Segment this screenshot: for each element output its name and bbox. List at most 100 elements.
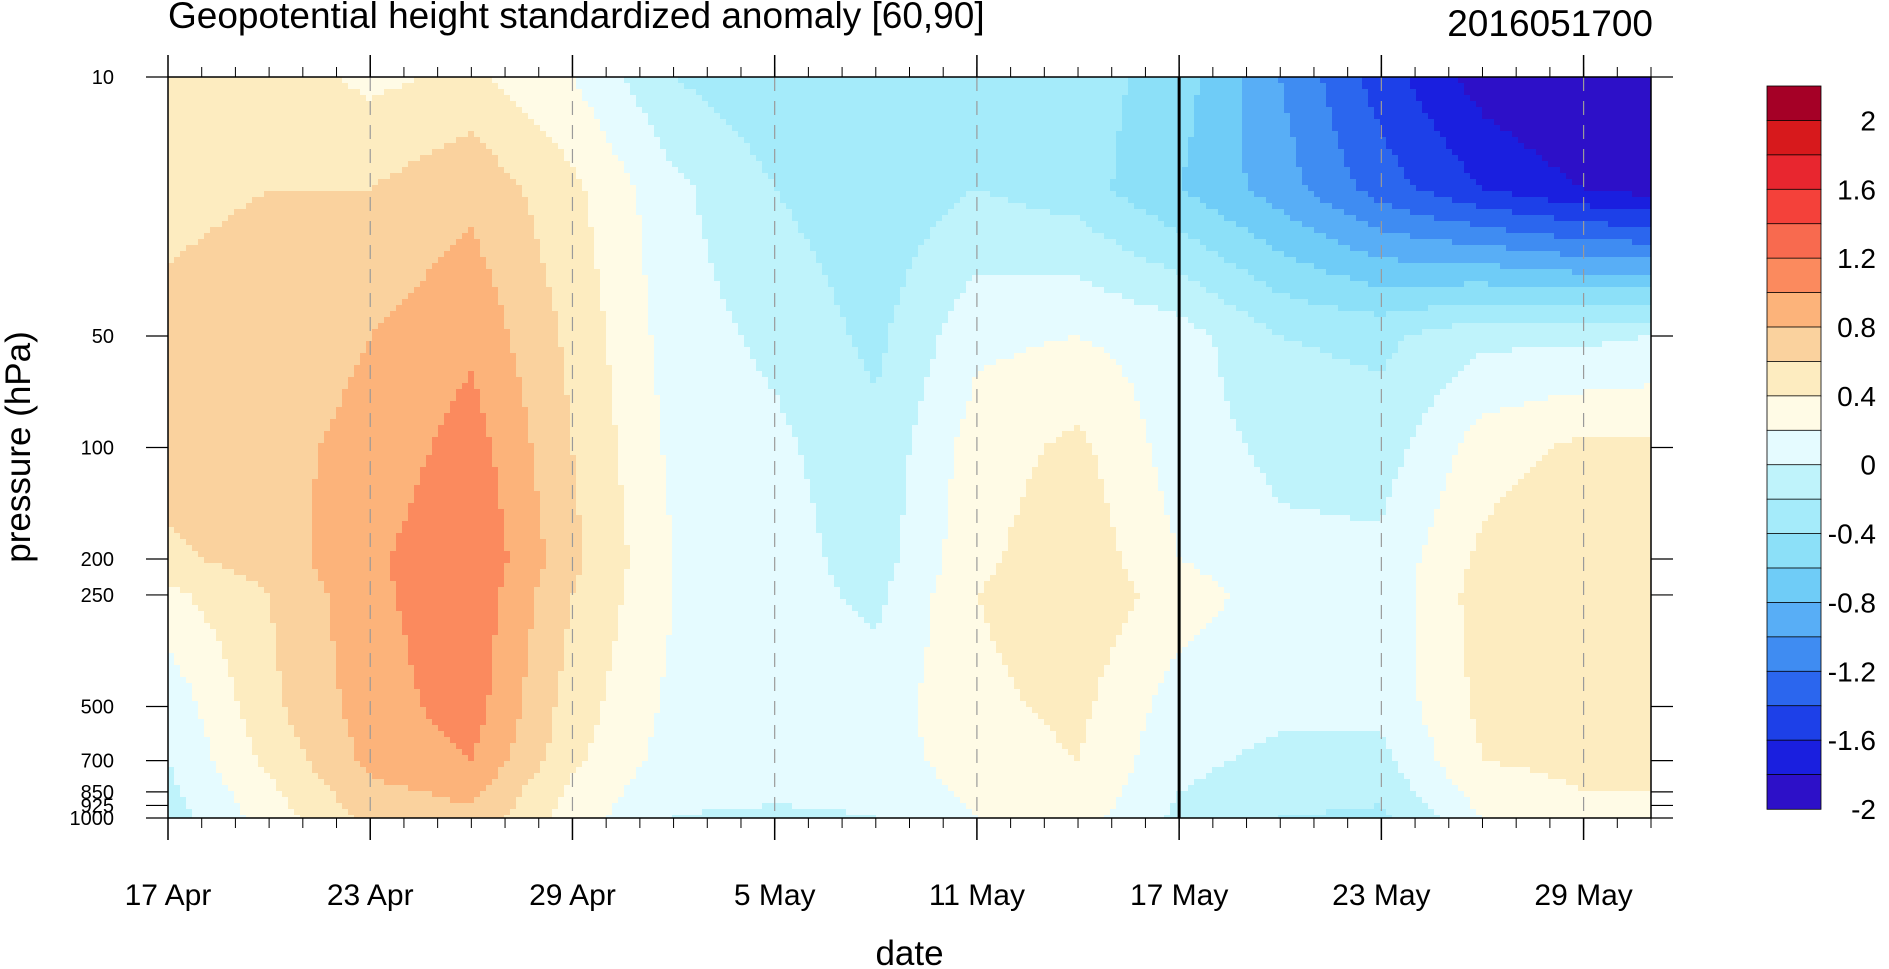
heat-cell xyxy=(876,155,883,162)
heat-cell xyxy=(1614,101,1621,108)
heat-cell xyxy=(948,125,955,132)
heat-cell xyxy=(1134,113,1141,120)
heat-cell xyxy=(360,155,367,162)
heat-cell xyxy=(648,191,655,198)
heat-cell xyxy=(318,155,325,162)
heat-cell xyxy=(1248,77,1255,84)
heat-cell xyxy=(504,77,511,84)
heat-cell xyxy=(1614,173,1621,180)
heat-cell xyxy=(288,155,295,162)
heat-cell xyxy=(804,137,811,144)
heat-cell xyxy=(192,119,199,126)
heat-cell xyxy=(552,113,559,120)
heat-cell xyxy=(1164,107,1171,114)
heat-cell xyxy=(1116,191,1123,198)
heat-cell xyxy=(846,149,853,156)
heat-cell xyxy=(852,137,859,144)
heat-cell xyxy=(984,179,991,186)
heat-cell xyxy=(198,131,205,138)
heat-cell xyxy=(1146,89,1153,96)
heat-cell xyxy=(408,173,415,180)
heat-cell xyxy=(468,89,475,96)
heat-cell xyxy=(1476,95,1483,102)
heat-cell xyxy=(1020,167,1027,174)
heat-cell xyxy=(588,191,595,198)
heat-cell xyxy=(180,149,187,156)
heat-cell xyxy=(1314,185,1321,192)
heat-cell xyxy=(1620,155,1627,162)
heat-cell xyxy=(246,131,253,138)
heat-cell xyxy=(966,89,973,96)
heat-cell xyxy=(852,101,859,108)
heat-cell xyxy=(810,167,817,174)
heat-cell xyxy=(1008,161,1015,168)
heat-cell xyxy=(462,101,469,108)
heat-cell xyxy=(1332,95,1339,102)
heat-cell xyxy=(432,107,439,114)
heat-cell xyxy=(1338,191,1345,198)
heat-cell xyxy=(606,143,613,150)
heat-cell xyxy=(1332,149,1339,156)
heat-cell xyxy=(1098,131,1105,138)
heat-cell xyxy=(630,95,637,102)
heat-cell xyxy=(672,131,679,138)
heat-cell xyxy=(618,119,625,126)
heat-cell xyxy=(690,119,697,126)
heat-cell xyxy=(300,119,307,126)
heat-cell xyxy=(978,95,985,102)
heat-cell xyxy=(960,101,967,108)
heat-cell xyxy=(660,83,667,90)
heat-cell xyxy=(654,89,661,96)
heat-cell xyxy=(1596,155,1603,162)
heat-cell xyxy=(1458,185,1465,192)
heat-cell xyxy=(1170,89,1177,96)
heat-cell xyxy=(1320,95,1327,102)
heat-cell xyxy=(666,179,673,186)
heat-cell xyxy=(1308,161,1315,168)
heat-cell xyxy=(1272,137,1279,144)
heat-cell xyxy=(588,161,595,168)
heat-cell xyxy=(1254,113,1261,120)
heat-cell xyxy=(396,113,403,120)
heat-cell xyxy=(366,83,373,90)
heat-cell xyxy=(558,101,565,108)
heat-cell xyxy=(564,107,571,114)
heat-cell xyxy=(816,191,823,198)
heat-cell xyxy=(576,167,583,174)
heat-cell xyxy=(1374,125,1381,132)
heat-cell xyxy=(798,179,805,186)
heat-cell xyxy=(1110,119,1117,126)
heat-cell xyxy=(618,149,625,156)
heat-cell xyxy=(768,167,775,174)
heat-cell xyxy=(1434,143,1441,150)
heat-cell xyxy=(1158,83,1165,90)
heat-cell xyxy=(498,167,505,174)
heat-cell xyxy=(276,179,283,186)
heat-cell xyxy=(1290,119,1297,126)
heat-cell xyxy=(1518,185,1525,192)
heat-cell xyxy=(1158,137,1165,144)
heat-cell xyxy=(756,83,763,90)
heat-cell xyxy=(1272,191,1279,198)
heat-cell xyxy=(966,167,973,174)
heat-cell xyxy=(1218,113,1225,120)
heat-cell xyxy=(198,77,205,84)
heat-cell xyxy=(1326,113,1333,120)
heat-cell xyxy=(258,185,265,192)
heat-cell xyxy=(798,161,805,168)
heat-cell xyxy=(1068,143,1075,150)
heat-cell xyxy=(336,179,343,186)
heat-cell xyxy=(240,113,247,120)
heat-cell xyxy=(372,131,379,138)
heat-cell xyxy=(1026,119,1033,126)
heat-cell xyxy=(1014,101,1021,108)
heat-cell xyxy=(1356,83,1363,90)
heat-cell xyxy=(1386,113,1393,120)
heat-cell xyxy=(546,101,553,108)
heat-cell xyxy=(318,173,325,180)
heat-cell xyxy=(1314,113,1321,120)
heat-cell xyxy=(1356,143,1363,150)
heat-cell xyxy=(504,155,511,162)
heat-cell xyxy=(1452,125,1459,132)
heat-cell xyxy=(810,107,817,114)
